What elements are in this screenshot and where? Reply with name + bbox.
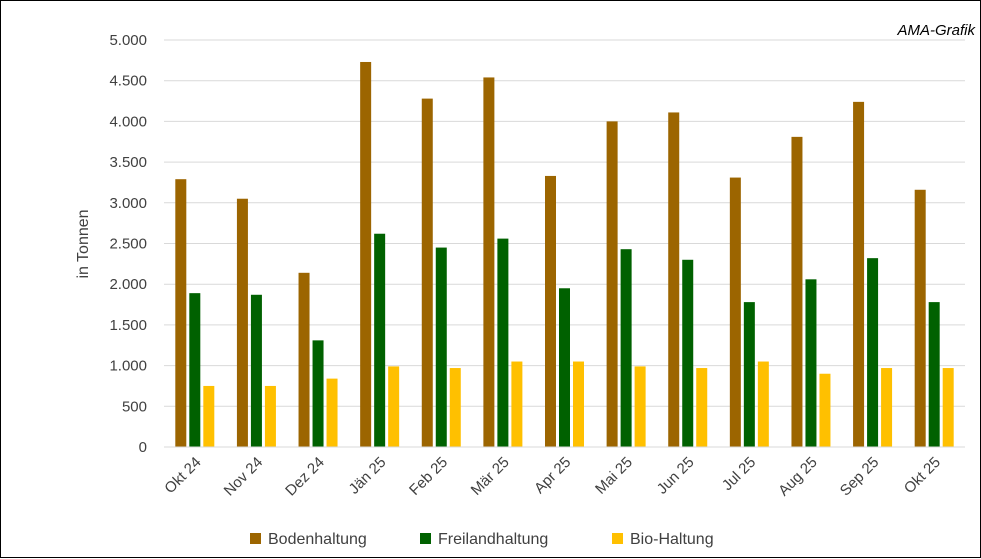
y-axis-ticks: 0 500 1.000 1.500 2.000 2.500 3.000 3.500 4.000 4… (109, 32, 147, 456)
x-tick-label: Jän 25 (346, 454, 390, 498)
bar-freilandhaltung-3 (374, 233, 386, 447)
y-tick-label: 5.000 (109, 32, 147, 49)
bar-bodenhaltung-11 (853, 101, 865, 447)
bar-freilandhaltung-6 (559, 288, 570, 447)
y-tick-label: 2.500 (109, 236, 147, 253)
y-tick-label: 3.000 (109, 195, 147, 212)
bar-bio-haltung-8 (696, 368, 708, 447)
bar-bio-haltung-11 (881, 368, 893, 447)
bar-bio-haltung-9 (757, 361, 769, 447)
bar-bio-haltung-4 (449, 368, 461, 447)
bar-bio-haltung-12 (942, 368, 954, 447)
bar-freilandhaltung-9 (743, 302, 755, 447)
legend-label-bodenhaltung: Bodenhaltung (268, 531, 367, 548)
x-tick-label: Dez 24 (282, 454, 328, 500)
x-tick-label: Jul 25 (719, 454, 759, 494)
bar-freilandhaltung-11 (867, 258, 879, 447)
bar-bio-haltung-2 (326, 378, 338, 447)
bar-freilandhaltung-12 (928, 302, 940, 447)
bar-bio-haltung-10 (819, 373, 831, 447)
bar-bodenhaltung-0 (175, 179, 187, 447)
y-tick-label: 500 (122, 398, 147, 415)
y-tick-label: 3.500 (109, 154, 147, 171)
y-axis-title: in Tonnen (75, 209, 92, 278)
bar-freilandhaltung-1 (250, 294, 262, 447)
bar-bodenhaltung-10 (791, 136, 803, 447)
y-tick-label: 0 (139, 439, 147, 456)
bars (175, 61, 954, 448)
y-tick-label: 1.500 (109, 317, 147, 334)
bar-bodenhaltung-3 (360, 61, 372, 448)
x-tick-label: Okt 24 (161, 454, 204, 497)
bar-freilandhaltung-10 (805, 279, 817, 447)
bar-bodenhaltung-12 (914, 189, 926, 447)
bar-bodenhaltung-8 (668, 112, 680, 448)
bar-freilandhaltung-5 (497, 238, 509, 447)
x-tick-label: Mai 25 (592, 454, 636, 498)
bar-freilandhaltung-2 (312, 340, 324, 447)
y-tick-label: 4.500 (109, 73, 147, 90)
bar-bio-haltung-3 (388, 366, 400, 447)
source-label: AMA-Grafik (896, 22, 976, 39)
bar-freilandhaltung-4 (435, 247, 447, 447)
x-tick-label: Sep 25 (837, 454, 883, 500)
x-tick-label: Okt 25 (901, 454, 944, 497)
y-tick-label: 4.000 (109, 113, 147, 130)
bar-freilandhaltung-8 (682, 259, 694, 447)
bar-bodenhaltung-7 (606, 121, 618, 448)
x-tick-label: Apr 25 (531, 454, 574, 497)
legend-label-freilandhaltung: Freilandhaltung (438, 531, 548, 548)
legend: Bodenhaltung Freilandhaltung Bio-Haltung (250, 531, 714, 548)
bar-bio-haltung-0 (203, 385, 215, 447)
y-tick-label: 1.000 (109, 358, 147, 375)
y-tick-label: 2.000 (109, 276, 147, 293)
bar-bodenhaltung-2 (298, 272, 310, 447)
bar-bodenhaltung-4 (421, 98, 433, 447)
legend-swatch-freilandhaltung (420, 533, 431, 544)
legend-label-bio-haltung: Bio-Haltung (630, 531, 714, 548)
x-tick-label: Jun 25 (654, 454, 698, 498)
bar-bio-haltung-7 (634, 366, 646, 447)
x-tick-label: Feb 25 (406, 454, 451, 499)
x-axis-ticks: Okt 24 Nov 24 Dez 24 Jän 25 Feb 25 Mär 25 Apr … (161, 454, 944, 500)
x-tick-label: Aug 25 (775, 454, 821, 500)
bar-bodenhaltung-6 (545, 175, 556, 448)
legend-swatch-bio-haltung (612, 533, 623, 544)
bar-bio-haltung-6 (573, 361, 584, 447)
bar-bio-haltung-1 (264, 385, 276, 447)
bar-freilandhaltung-0 (189, 293, 201, 447)
legend-swatch-bodenhaltung (250, 533, 261, 544)
x-tick-label: Nov 24 (221, 454, 267, 500)
bar-bodenhaltung-9 (729, 177, 741, 448)
bar-bodenhaltung-5 (483, 77, 495, 447)
bar-freilandhaltung-7 (620, 249, 632, 447)
bar-bio-haltung-5 (511, 361, 523, 447)
x-tick-label: Mär 25 (468, 454, 513, 499)
bar-bodenhaltung-1 (236, 198, 248, 447)
gridlines (164, 39, 965, 407)
